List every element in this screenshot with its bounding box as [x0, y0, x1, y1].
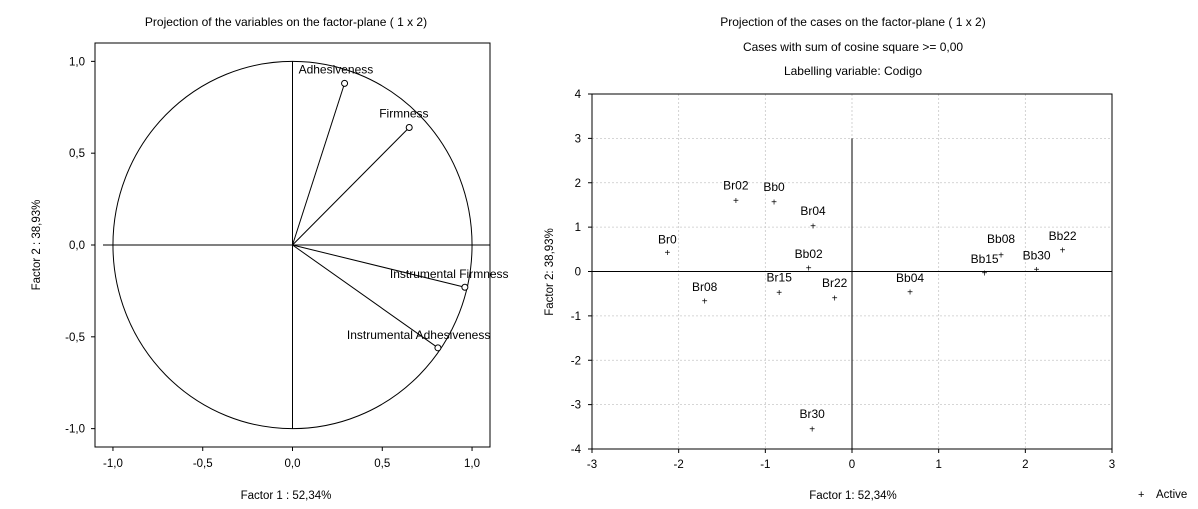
case-point-label: Br04: [800, 204, 826, 218]
case-point-label: Br0: [658, 232, 677, 246]
left-chart-title: Projection of the variables on the facto…: [145, 15, 427, 29]
variable-vector-line: [292, 127, 410, 246]
right-x-tick-label: 1: [935, 459, 941, 471]
case-point-label: Bb04: [896, 271, 924, 285]
case-point-marker: +: [776, 288, 782, 299]
legend: + Active: [1138, 489, 1187, 501]
left-y-tick-label: -0,5: [65, 332, 85, 344]
left-y-tick-label: -1,0: [65, 424, 85, 436]
right-y-tick-label: 0: [575, 267, 581, 279]
right-x-tick-label: 0: [849, 459, 855, 471]
case-point-label: Br08: [692, 280, 718, 294]
case-point-label: Bb02: [795, 247, 823, 261]
right-y-tick-label: 3: [575, 133, 581, 145]
left-x-tick-label: 0,0: [285, 458, 301, 470]
case-point-marker: +: [1060, 246, 1066, 257]
case-point-marker: +: [771, 197, 777, 208]
legend-label: Active: [1156, 489, 1187, 501]
left-x-tick-label: 0,5: [374, 458, 390, 470]
variable-point: [405, 123, 413, 131]
right-y-tick-label: -2: [571, 355, 581, 367]
case-point-label: Br15: [767, 270, 793, 284]
right-x-axis-label: Factor 1: 52,34%: [809, 490, 897, 502]
right-y-tick-label: -3: [571, 400, 581, 412]
right-chart-subtitle-labelling: Labelling variable: Codigo: [784, 64, 922, 78]
case-point-marker: +: [664, 248, 670, 259]
left-plot-area: Adhesiveness Firmness Instrumental Firmnes…: [103, 60, 509, 430]
variables-factor-plane-chart: Projection of the variables on the facto…: [31, 15, 509, 502]
variable-point-label: Adhesiveness: [299, 62, 374, 76]
left-x-tick-label: -0,5: [193, 458, 213, 470]
case-point-marker: +: [809, 425, 815, 436]
case-point-marker: +: [998, 251, 1004, 262]
right-y-tick-label: 4: [575, 89, 582, 101]
case-point-label: Br30: [799, 407, 825, 421]
right-y-tick-label: 2: [575, 178, 581, 190]
case-point-marker: +: [907, 287, 913, 298]
case-point-marker: +: [806, 263, 812, 274]
cases-factor-plane-chart: Projection of the cases on the factor-pl…: [544, 15, 1187, 502]
right-plot-area: +Br0+Br02+Bb0+Br04+Bb02+Br08 +Br15+Br22+B…: [592, 138, 1112, 449]
right-x-tick-label: 2: [1022, 459, 1028, 471]
right-y-tick-label: -1: [571, 311, 581, 323]
variable-point: [341, 79, 349, 87]
variable-point: [434, 344, 442, 352]
right-y-axis-label: Factor 2: 38,93%: [544, 228, 556, 316]
right-y-ticks: 4 3 2 1 0 -1 -2 -3 -4: [571, 89, 592, 456]
right-y-tick-label: -4: [571, 444, 582, 456]
left-y-tick-label: 0,5: [69, 148, 85, 160]
left-x-ticks: -1,0 -0,5 0,0 0,5 1,0: [103, 447, 480, 470]
left-x-tick-label: 1,0: [464, 458, 480, 470]
case-point-label: Br22: [822, 276, 848, 290]
case-point-label: Bb30: [1023, 249, 1051, 263]
case-point-label: Bb0: [763, 180, 785, 194]
variable-point-label: Firmness: [379, 106, 428, 120]
case-point-label: Br02: [723, 179, 749, 193]
right-y-tick-label: 1: [575, 222, 581, 234]
variable-point: [461, 283, 469, 291]
left-y-tick-label: 0,0: [69, 240, 85, 252]
variable-point-label: Instrumental Adhesiveness: [347, 328, 490, 342]
right-x-tick-label: -2: [674, 459, 684, 471]
left-y-ticks: 1,0 0,5 0,0 -0,5 -1,0: [65, 56, 95, 436]
variable-vector-line: [292, 244, 439, 349]
left-y-axis-label: Factor 2 : 38,93%: [31, 200, 43, 291]
variable-point-label: Instrumental Firmness: [390, 267, 509, 281]
case-point-marker: +: [810, 222, 816, 233]
case-point-label: Bb15: [971, 252, 999, 266]
legend-marker: +: [1138, 489, 1144, 501]
right-chart-title: Projection of the cases on the factor-pl…: [720, 15, 985, 29]
right-x-tick-label: -1: [760, 459, 770, 471]
case-point-label: Bb22: [1049, 229, 1077, 243]
left-x-tick-label: -1,0: [103, 458, 123, 470]
variable-vector-line: [292, 244, 465, 288]
left-y-tick-label: 1,0: [69, 56, 85, 68]
right-x-ticks: -3 -2 -1 0 1 2 3: [587, 449, 1115, 471]
case-point-marker: +: [702, 297, 708, 308]
case-point-marker: +: [982, 268, 988, 279]
variable-vector-line: [292, 83, 346, 246]
right-x-tick-label: -3: [587, 459, 597, 471]
case-point-marker: +: [832, 294, 838, 305]
case-point-marker: +: [733, 196, 739, 207]
right-chart-subtitle: Cases with sum of cosine square >= 0,00: [743, 40, 963, 54]
case-point-marker: +: [1034, 265, 1040, 276]
case-point-label: Bb08: [987, 232, 1015, 246]
left-x-axis-label: Factor 1 : 52,34%: [241, 490, 332, 502]
right-x-tick-label: 3: [1109, 459, 1115, 471]
